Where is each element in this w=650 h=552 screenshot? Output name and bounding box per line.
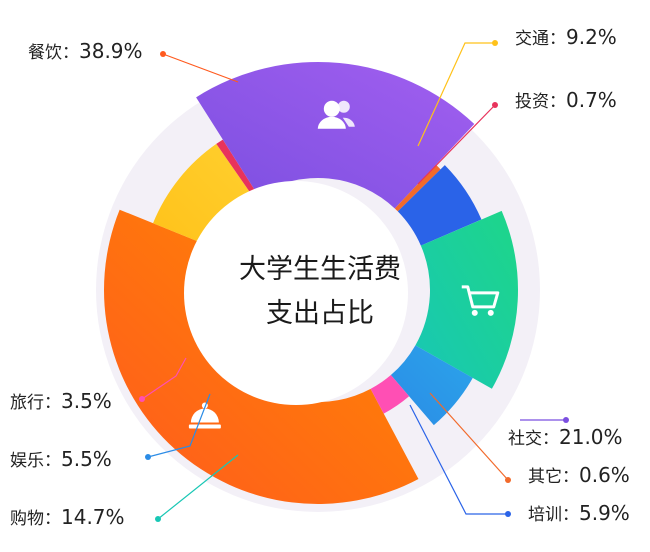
leader-line-8 <box>141 357 187 400</box>
slice-value: 0.6% <box>579 463 630 487</box>
slice-name: 交通： <box>515 29 566 49</box>
slice-label-4: 其它：0.6% <box>528 463 630 487</box>
slice-label-7: 娱乐：5.5% <box>10 447 112 471</box>
leader-dot-0 <box>160 51 166 57</box>
slice-label-1: 交通：9.2% <box>515 25 617 49</box>
leader-dot-1 <box>492 40 498 46</box>
slice-label-8: 旅行：3.5% <box>10 389 112 413</box>
slice-label-3: 社交：21.0% <box>508 425 623 449</box>
slice-8 <box>370 375 410 414</box>
slice-name: 社交： <box>508 429 559 449</box>
slice-6 <box>415 210 518 389</box>
slice-name: 购物： <box>10 509 61 529</box>
leader-line-0 <box>162 53 239 83</box>
leader-line-5 <box>409 404 508 515</box>
slice-value: 14.7% <box>61 505 125 529</box>
leader-line-4 <box>429 392 509 481</box>
leader-dot-7 <box>145 454 151 460</box>
leader-line-7 <box>147 393 211 458</box>
slice-value: 9.2% <box>566 25 617 49</box>
slice-name: 旅行： <box>10 393 61 413</box>
slice-0 <box>104 209 419 505</box>
leader-dot-5 <box>505 511 511 517</box>
slice-value: 3.5% <box>61 389 112 413</box>
slice-2 <box>216 139 259 199</box>
leader-line-6 <box>157 454 239 520</box>
slice-name: 娱乐： <box>10 451 61 471</box>
leader-line-1 <box>417 42 495 147</box>
slice-label-2: 投资：0.7% <box>515 88 617 112</box>
slice-3 <box>196 62 475 209</box>
leader-line-2 <box>417 104 496 185</box>
slice-label-0: 餐饮：38.9% <box>28 39 143 63</box>
leader-dot-6 <box>155 516 161 522</box>
slice-label-5: 培训：5.9% <box>528 501 630 525</box>
slice-value: 21.0% <box>559 425 623 449</box>
slice-4 <box>394 164 441 212</box>
leader-dot-3 <box>563 417 569 423</box>
cart-icon <box>461 285 500 316</box>
slice-5 <box>397 165 482 246</box>
center-hole <box>184 181 408 405</box>
slice-7 <box>390 345 473 426</box>
chart-title-line-2: 支出占比 <box>266 298 374 329</box>
slice-value: 5.5% <box>61 447 112 471</box>
leader-dot-8 <box>139 396 145 402</box>
slice-name: 其它： <box>528 467 579 487</box>
slice-value: 38.9% <box>79 39 143 63</box>
slice-name: 餐饮： <box>28 43 79 63</box>
slice-value: 0.7% <box>566 88 617 112</box>
slice-name: 投资： <box>515 92 566 112</box>
slice-name: 培训： <box>528 505 579 525</box>
slice-label-6: 购物：14.7% <box>10 505 125 529</box>
chart-title-line-1: 大学生生活费 <box>239 254 401 285</box>
users-icon <box>317 100 355 129</box>
leader-dot-4 <box>505 477 511 483</box>
leader-dot-2 <box>492 102 498 108</box>
slice-value: 5.9% <box>579 501 630 525</box>
